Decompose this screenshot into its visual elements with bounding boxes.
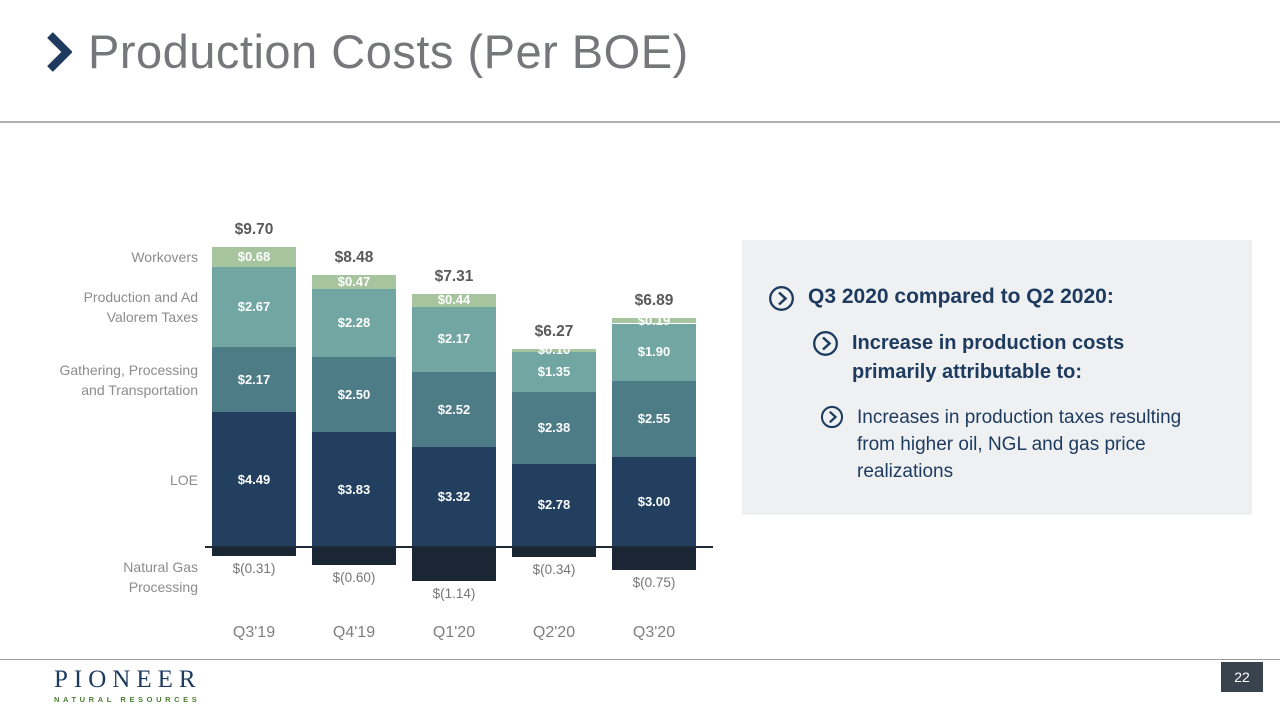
- bar-segment: [212, 246, 296, 268]
- callout-bullet-1-text: Q3 2020 compared to Q2 2020:: [808, 285, 1114, 308]
- y-category-label-line: Natural Gas: [123, 559, 198, 575]
- bar-segment: [412, 371, 496, 448]
- bar-segment: [512, 547, 596, 558]
- bar-segment-label: $2.78: [537, 497, 571, 513]
- bar-segment-label: $0.47: [337, 273, 371, 289]
- bar-segment: [312, 357, 396, 433]
- callout-bullet-1: Q3 2020 compared to Q2 2020:: [768, 284, 1228, 312]
- y-category-label-line: Valorem Taxes: [106, 309, 198, 326]
- bar-segment: [412, 306, 496, 372]
- bar-segment-label: $2.28: [337, 314, 371, 330]
- bar-segment: [612, 317, 696, 324]
- page-number: 22: [1221, 662, 1263, 692]
- page-title: Production Costs (Per BOE): [88, 25, 689, 78]
- negative-value-label: $(0.31): [232, 561, 276, 577]
- bar-segment-label: $2.52: [437, 401, 471, 417]
- bar-segment-label: $3.32: [437, 489, 471, 505]
- bar-segment: [512, 351, 596, 393]
- y-category-label-line: Processing: [128, 579, 198, 595]
- y-category-label: Workovers: [30, 247, 198, 267]
- footer-divider: [0, 659, 1280, 660]
- bar-segment-label: $2.38: [537, 419, 571, 435]
- chevron-circle-icon: [820, 405, 844, 429]
- logo-subtitle: NATURAL RESOURCES: [54, 695, 201, 704]
- bar-segment: [312, 288, 396, 358]
- callout-bullet-3-text: Increases in production taxes resulting …: [857, 407, 1182, 482]
- bar-segment: [212, 347, 296, 413]
- bar-segment-label: $0.68: [237, 248, 271, 264]
- bar-segment: [312, 432, 396, 547]
- bar-segment-label: $0.10: [537, 342, 571, 358]
- bar-segment-label: $2.55: [637, 410, 671, 426]
- callout-box: Q3 2020 compared to Q2 2020: Increase in…: [742, 240, 1252, 515]
- bar-total-label: $7.31: [434, 267, 474, 285]
- bar-segment: [312, 547, 396, 565]
- bar-segment-label: $2.67: [237, 299, 271, 315]
- y-category-label: Production and Ad Valorem Taxes: [30, 287, 198, 327]
- bar-segment-label: $1.90: [637, 344, 671, 359]
- y-category-label-line: LOE: [169, 471, 198, 488]
- bar-segment-label: $2.17: [437, 331, 471, 347]
- title-divider: [0, 121, 1280, 123]
- bar-segment: [512, 463, 596, 547]
- x-axis-label: Q4'19: [332, 624, 376, 641]
- bar-segment: [412, 547, 496, 582]
- bar-segment: [612, 380, 696, 457]
- callout-bullet-2: Increase in production costs primarily a…: [812, 329, 1228, 387]
- logo-text: PIONEER: [54, 666, 202, 693]
- chevron-circle-icon: [769, 286, 794, 311]
- negative-value-label: $(0.34): [532, 562, 576, 578]
- production-costs-chart: $4.49 $2.17 $2.67 $0.68 $9.70 $(0.31) Q3'19 $3.…: [0, 195, 730, 660]
- x-axis-label: Q3'19: [232, 624, 276, 641]
- bar-segment: [412, 293, 496, 307]
- y-category-label-line: and Transportation: [81, 381, 198, 398]
- bar-segment: [212, 267, 296, 348]
- y-category-label-line: Production and Ad: [83, 289, 198, 306]
- negative-value-label: $(0.75): [632, 574, 676, 590]
- title-chevron-icon: [47, 31, 72, 72]
- callout-bullet-3: Increases in production taxes resulting …: [820, 404, 1228, 485]
- chevron-circle-icon: [813, 331, 838, 356]
- negative-value-label: $(1.14): [432, 586, 476, 602]
- bar-segment: [212, 547, 296, 557]
- y-category-label-line: Gathering, Processing: [59, 361, 198, 378]
- y-category-label: Natural Gas Processing: [30, 557, 198, 597]
- bar-segment-label: $2.50: [337, 386, 371, 402]
- y-category-label: LOE: [30, 470, 198, 490]
- bar-segment-label: $4.49: [237, 471, 271, 487]
- bar-segment: [512, 348, 596, 352]
- bar-segment: [612, 547, 696, 570]
- bar-total-label: $6.27: [534, 322, 574, 340]
- bar-segment-label: $1.35: [537, 363, 571, 379]
- bar-total-label: $6.89: [634, 291, 674, 309]
- bar-segment: [512, 392, 596, 464]
- bar-segment: [612, 323, 696, 381]
- header: Production Costs (Per BOE): [46, 24, 689, 79]
- x-axis-label: Q1'20: [432, 624, 476, 641]
- y-category-label: Gathering, Processing and Transportation: [30, 360, 198, 400]
- callout-bullet-2-text: Increase in production costs primarily a…: [852, 332, 1125, 383]
- bar-segment: [312, 274, 396, 289]
- y-category-label-line: Workovers: [131, 248, 198, 265]
- bar-segment: [612, 457, 696, 547]
- bar-segment-label: $3.83: [337, 481, 371, 497]
- pioneer-logo: PIONEER NATURAL RESOURCES: [54, 666, 202, 704]
- bar-segment: [412, 447, 496, 547]
- x-axis-label: Q3'20: [632, 624, 676, 641]
- bar-segment-label: $0.19: [637, 312, 671, 328]
- bar-segment: [212, 412, 296, 547]
- bar-segment-label: $3.00: [637, 494, 671, 509]
- bar-segment-label: $0.44: [437, 292, 471, 308]
- x-axis-label: Q2'20: [532, 624, 576, 641]
- bar-segment-label: $2.17: [237, 371, 271, 387]
- negative-value-label: $(0.60): [332, 570, 376, 585]
- x-axis-line: [205, 546, 713, 548]
- bar-total-label: $9.70: [234, 220, 274, 238]
- bar-total-label: $8.48: [334, 248, 374, 266]
